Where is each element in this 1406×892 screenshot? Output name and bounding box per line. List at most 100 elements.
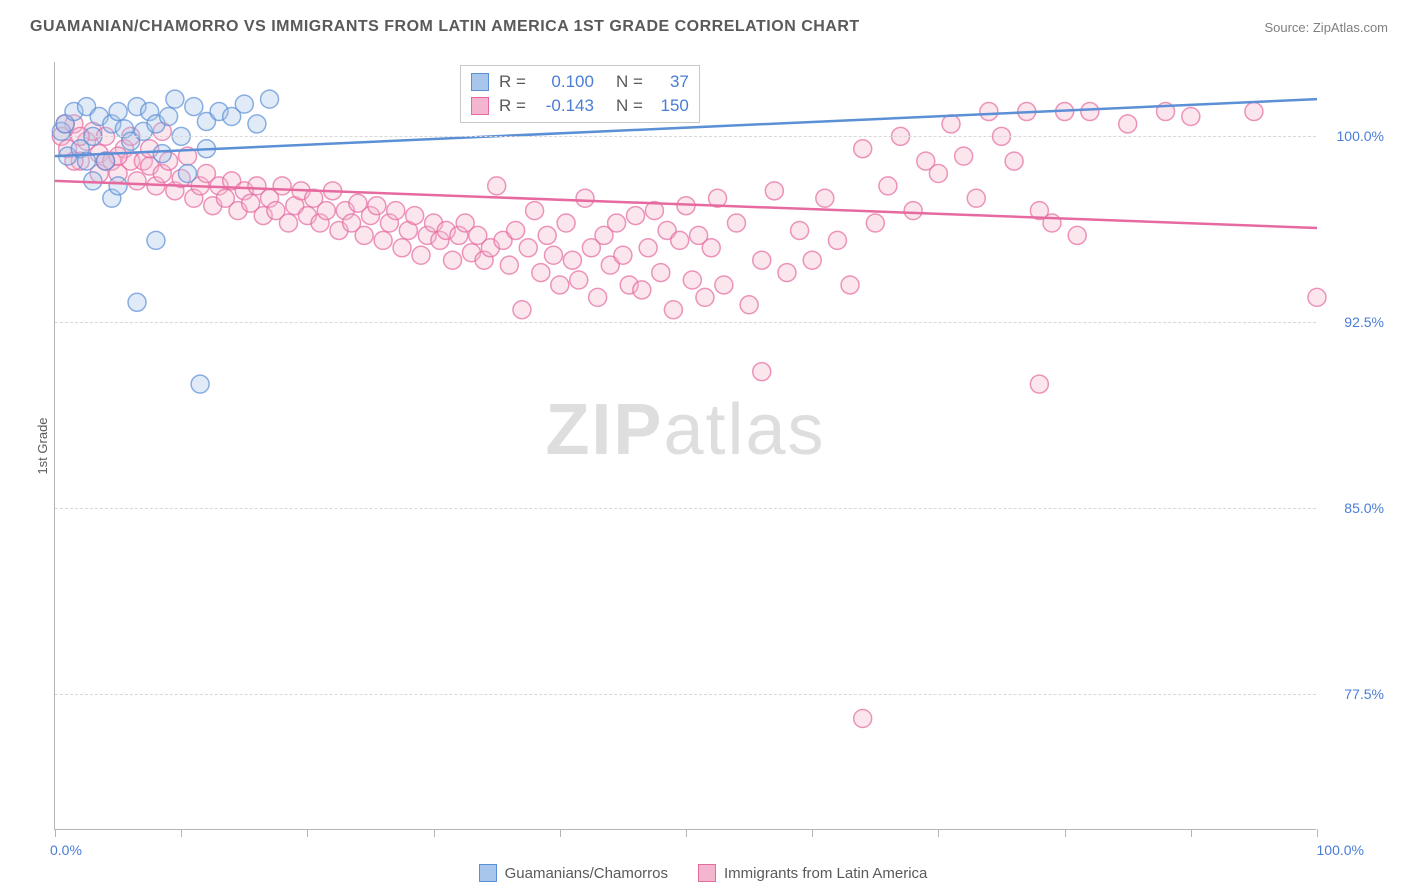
data-point bbox=[671, 231, 689, 249]
data-point bbox=[185, 98, 203, 116]
legend-swatch bbox=[479, 864, 497, 882]
data-point bbox=[507, 221, 525, 239]
data-point bbox=[1308, 288, 1326, 306]
data-point bbox=[652, 264, 670, 282]
stat-r-value: -0.143 bbox=[536, 94, 594, 118]
x-tick bbox=[307, 829, 308, 837]
gridline bbox=[55, 694, 1316, 695]
data-point bbox=[816, 189, 834, 207]
y-tick-label: 92.5% bbox=[1344, 314, 1384, 330]
gridline bbox=[55, 322, 1316, 323]
x-tick-label: 0.0% bbox=[50, 842, 82, 858]
y-tick-label: 77.5% bbox=[1344, 686, 1384, 702]
data-point bbox=[803, 251, 821, 269]
data-point bbox=[1005, 152, 1023, 170]
data-point bbox=[557, 214, 575, 232]
y-tick-label: 100.0% bbox=[1337, 128, 1384, 144]
data-point bbox=[929, 164, 947, 182]
data-point bbox=[544, 246, 562, 264]
data-point bbox=[273, 177, 291, 195]
data-point bbox=[791, 221, 809, 239]
x-tick bbox=[1191, 829, 1192, 837]
data-point bbox=[393, 239, 411, 257]
data-point bbox=[1245, 103, 1263, 121]
data-point bbox=[551, 276, 569, 294]
x-tick bbox=[181, 829, 182, 837]
data-point bbox=[128, 293, 146, 311]
plot-area: ZIPatlas R =0.100N =37R =-0.143N =150 bbox=[54, 62, 1316, 830]
stat-r-label: R = bbox=[499, 70, 526, 94]
y-axis-label: 1st Grade bbox=[35, 417, 50, 474]
legend-swatch bbox=[471, 73, 489, 91]
legend-item: Guamanians/Chamorros bbox=[479, 864, 668, 882]
data-point bbox=[1182, 108, 1200, 126]
data-point bbox=[696, 288, 714, 306]
data-point bbox=[532, 264, 550, 282]
data-point bbox=[160, 108, 178, 126]
gridline bbox=[55, 508, 1316, 509]
data-point bbox=[841, 276, 859, 294]
data-point bbox=[702, 239, 720, 257]
data-point bbox=[387, 202, 405, 220]
data-point bbox=[109, 177, 127, 195]
data-point bbox=[513, 301, 531, 319]
data-point bbox=[778, 264, 796, 282]
data-point bbox=[753, 251, 771, 269]
data-point bbox=[854, 710, 872, 728]
data-point bbox=[519, 239, 537, 257]
data-point bbox=[563, 251, 581, 269]
data-point bbox=[614, 246, 632, 264]
legend-label: Guamanians/Chamorros bbox=[505, 865, 668, 882]
y-tick-label: 85.0% bbox=[1344, 500, 1384, 516]
data-point bbox=[261, 90, 279, 108]
stats-row: R = 0.100 N = 37 bbox=[471, 70, 689, 94]
data-point bbox=[191, 375, 209, 393]
data-point bbox=[406, 207, 424, 225]
data-point bbox=[128, 172, 146, 190]
chart-title: GUAMANIAN/CHAMORRO VS IMMIGRANTS FROM LA… bbox=[30, 18, 860, 36]
legend-label: Immigrants from Latin America bbox=[724, 865, 927, 882]
x-tick bbox=[938, 829, 939, 837]
legend-swatch bbox=[698, 864, 716, 882]
stat-r-value: 0.100 bbox=[536, 70, 594, 94]
data-point bbox=[248, 115, 266, 133]
data-point bbox=[444, 251, 462, 269]
x-tick bbox=[434, 829, 435, 837]
data-point bbox=[166, 90, 184, 108]
data-point bbox=[412, 246, 430, 264]
data-point bbox=[942, 115, 960, 133]
data-point bbox=[879, 177, 897, 195]
data-point bbox=[727, 214, 745, 232]
data-point bbox=[904, 202, 922, 220]
data-point bbox=[526, 202, 544, 220]
data-point bbox=[355, 226, 373, 244]
data-point bbox=[980, 103, 998, 121]
stat-n-value: 37 bbox=[653, 70, 689, 94]
data-point bbox=[955, 147, 973, 165]
data-point bbox=[608, 214, 626, 232]
x-tick bbox=[1317, 829, 1318, 837]
data-point bbox=[740, 296, 758, 314]
data-point bbox=[374, 231, 392, 249]
data-point bbox=[279, 214, 297, 232]
data-point bbox=[633, 281, 651, 299]
legend-swatch bbox=[471, 97, 489, 115]
data-point bbox=[153, 145, 171, 163]
data-point bbox=[109, 103, 127, 121]
data-point bbox=[765, 182, 783, 200]
stat-r-label: R = bbox=[499, 94, 526, 118]
data-point bbox=[627, 207, 645, 225]
data-point bbox=[1081, 103, 1099, 121]
data-point bbox=[179, 164, 197, 182]
stats-row: R =-0.143N =150 bbox=[471, 94, 689, 118]
legend-item: Immigrants from Latin America bbox=[698, 864, 927, 882]
data-point bbox=[235, 95, 253, 113]
x-tick bbox=[1065, 829, 1066, 837]
data-point bbox=[589, 288, 607, 306]
data-point bbox=[866, 214, 884, 232]
stat-n-label: N = bbox=[616, 70, 643, 94]
stats-box: R =0.100N =37R =-0.143N =150 bbox=[460, 65, 700, 123]
data-point bbox=[1068, 226, 1086, 244]
data-point bbox=[147, 231, 165, 249]
data-point bbox=[664, 301, 682, 319]
